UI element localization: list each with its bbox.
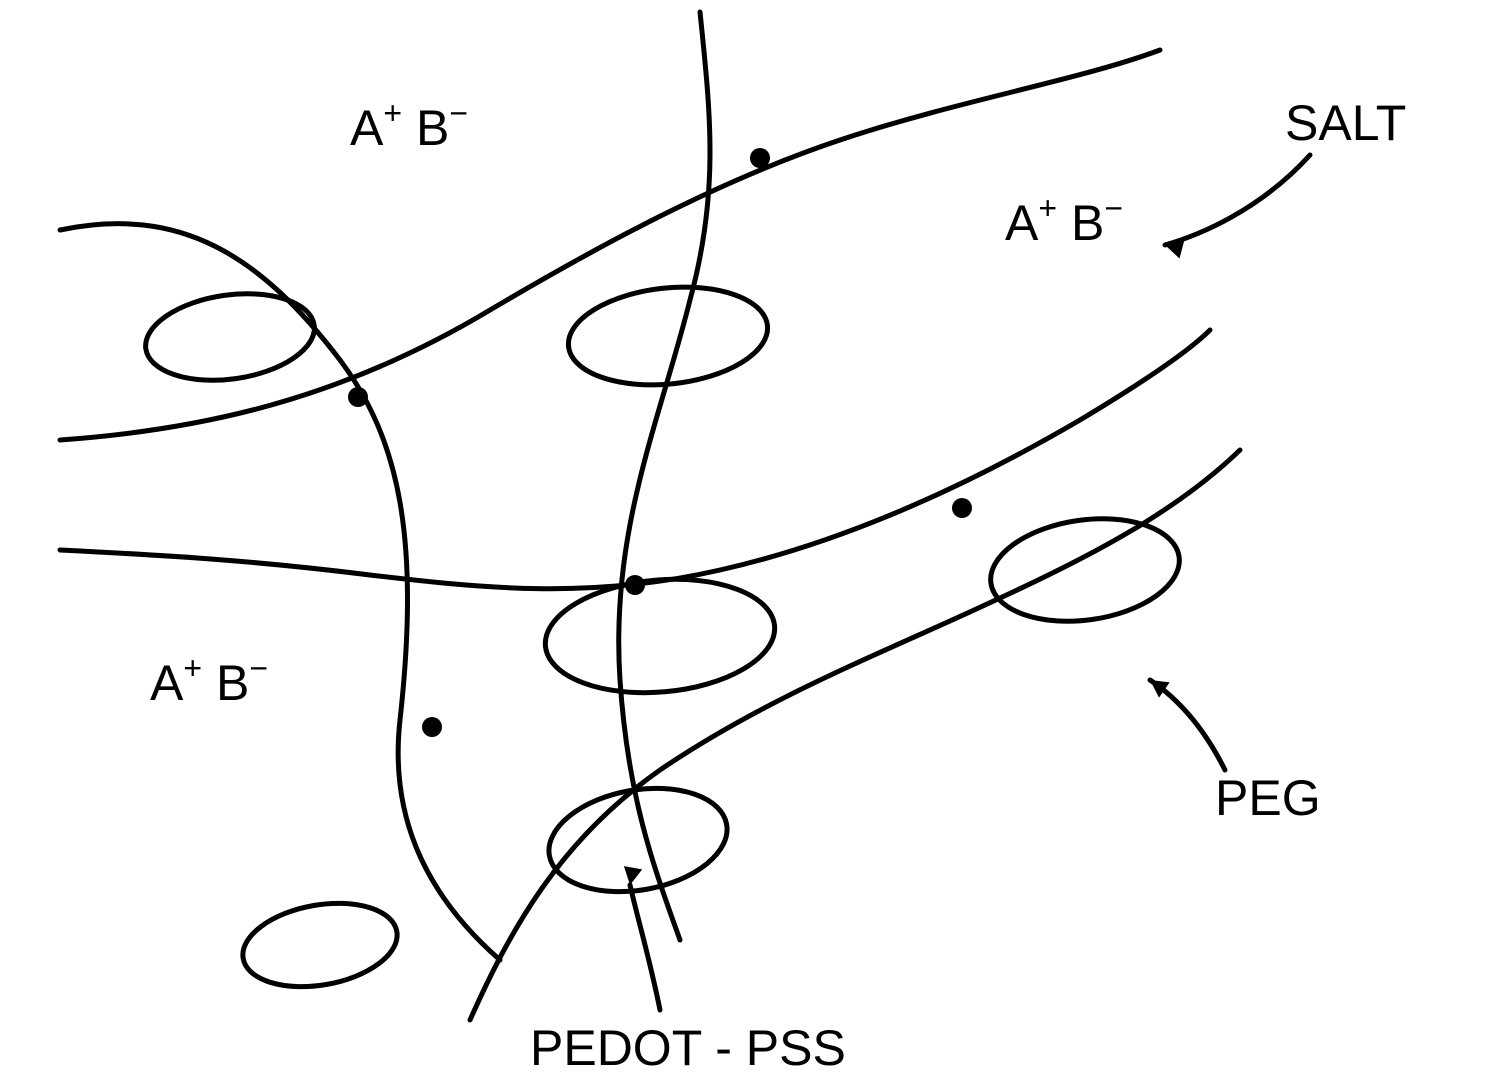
callout-pedot-pss-label: PEDOT - PSS xyxy=(530,1020,846,1076)
junction-dot-0 xyxy=(750,148,770,168)
junction-dot-3 xyxy=(952,498,972,518)
callout-peg-label: PEG xyxy=(1215,770,1321,826)
diagram-canvas: A+ B−A+ B−A+ B−SALTPEGPEDOT - PSS xyxy=(0,0,1497,1086)
junction-dot-1 xyxy=(348,387,368,407)
junction-dot-4 xyxy=(422,717,442,737)
callout-salt-label: SALT xyxy=(1285,95,1406,151)
